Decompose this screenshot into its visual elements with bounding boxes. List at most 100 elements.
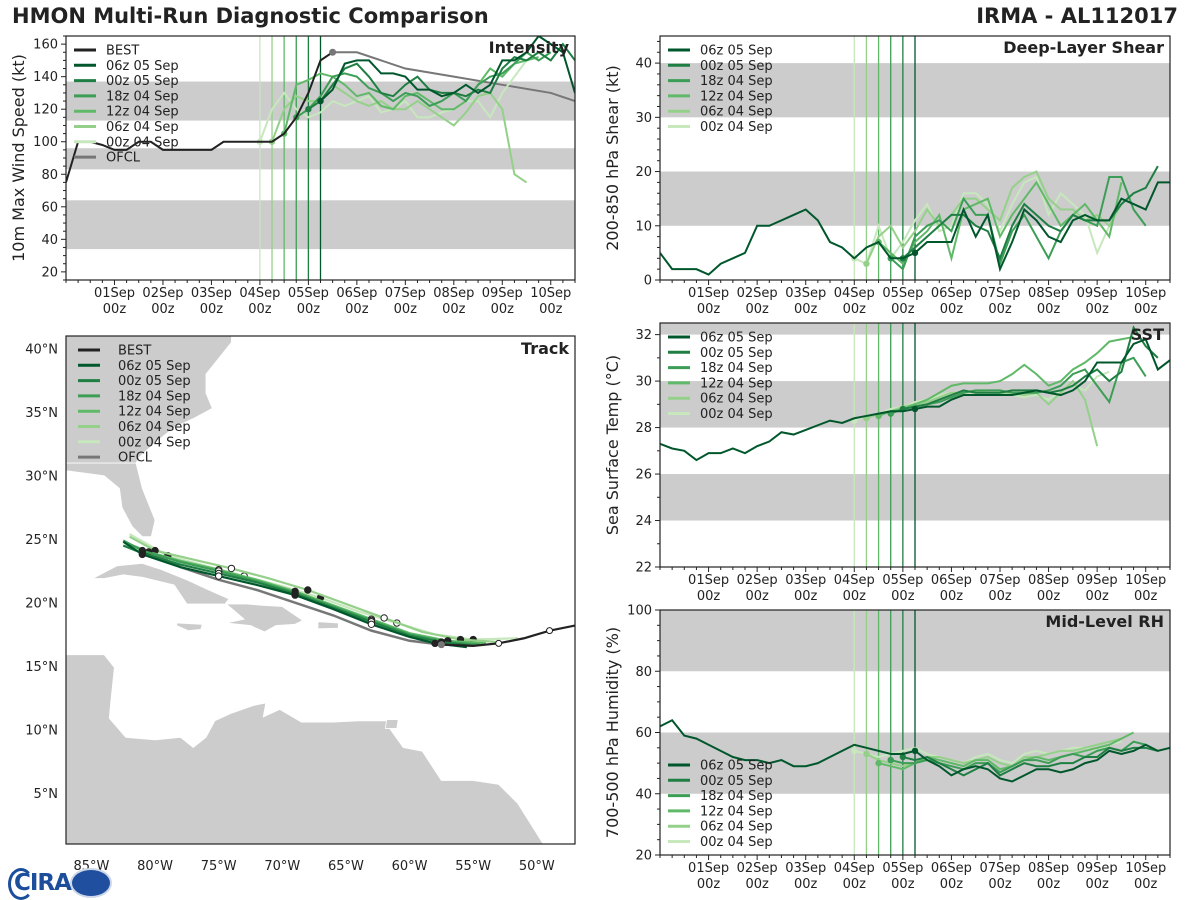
track-position-marker bbox=[367, 620, 376, 628]
sst-ytick-label: 26 bbox=[635, 468, 652, 483]
shear-ytick-label: 30 bbox=[635, 111, 652, 126]
shear-series-line bbox=[902, 165, 1159, 261]
track-position-marker bbox=[215, 572, 223, 580]
us-east-coast-landmass bbox=[66, 336, 232, 464]
puerto-rico-landmass bbox=[317, 621, 339, 630]
rh-series-line bbox=[890, 740, 1146, 774]
sst-legend-label: 00z 04 Sep bbox=[700, 407, 773, 422]
intensity-ytick-label: 100 bbox=[33, 135, 58, 150]
sst-xtick-sublabel: 00z bbox=[1134, 589, 1158, 604]
sst-xtick-label: 02Sep bbox=[737, 573, 778, 588]
intensity-xtick-label: 10Sep bbox=[530, 286, 571, 301]
intensity-series-line bbox=[319, 36, 575, 102]
panel-intensity: 2040608010012014016001Sep00z02Sep00z03Se… bbox=[9, 35, 576, 317]
intensity-xtick-label: 01Sep bbox=[94, 286, 135, 301]
track-xtick-label: 70°W bbox=[264, 859, 300, 874]
rh-ytick-label: 100 bbox=[627, 604, 652, 619]
track-best-marker bbox=[495, 639, 503, 647]
intensity-xtick-sublabel: 00z bbox=[394, 302, 418, 317]
intensity-xtick-sublabel: 00z bbox=[491, 302, 515, 317]
cuba-landmass bbox=[92, 562, 230, 605]
intensity-legend-label: 00z 04 Sep bbox=[106, 135, 179, 150]
shear-legend-label: 06z 05 Sep bbox=[700, 44, 773, 59]
sst-xtick-sublabel: 00z bbox=[1037, 589, 1061, 604]
intensity-legend-label: BEST bbox=[106, 44, 139, 59]
sst-xtick-sublabel: 00z bbox=[940, 589, 964, 604]
shear-xtick-label: 07Sep bbox=[979, 286, 1020, 301]
rh-ytick-label: 40 bbox=[635, 787, 652, 802]
rh-xtick-label: 01Sep bbox=[688, 861, 729, 876]
rh-plot-area bbox=[660, 610, 1170, 855]
track-map-area bbox=[66, 336, 575, 844]
rh-xtick-label: 06Sep bbox=[931, 861, 972, 876]
hispaniola-landmass bbox=[225, 603, 304, 633]
sst-series-line bbox=[890, 356, 1147, 415]
shear-xtick-sublabel: 00z bbox=[891, 302, 915, 317]
sst-ytick-label: 24 bbox=[635, 514, 652, 529]
intensity-xtick-sublabel: 00z bbox=[248, 302, 272, 317]
rh-xtick-sublabel: 00z bbox=[891, 877, 915, 892]
sst-xtick-label: 06Sep bbox=[931, 573, 972, 588]
intensity-legend-label: 00z 05 Sep bbox=[106, 74, 179, 89]
shear-xtick-sublabel: 00z bbox=[745, 302, 769, 317]
shear-xtick-label: 05Sep bbox=[882, 286, 923, 301]
shear-legend-label: 12z 04 Sep bbox=[700, 89, 773, 104]
sst-title: SST bbox=[1131, 325, 1164, 344]
intensity-legend-label: OFCL bbox=[106, 151, 141, 166]
shear-xtick-sublabel: 00z bbox=[940, 302, 964, 317]
rh-xtick-label: 04Sep bbox=[834, 861, 875, 876]
sst-xtick-label: 10Sep bbox=[1125, 573, 1166, 588]
rh-xtick-sublabel: 00z bbox=[1037, 877, 1061, 892]
sst-series-line bbox=[914, 337, 1170, 410]
intensity-ofcl-start-marker bbox=[329, 48, 337, 56]
rh-xtick-label: 05Sep bbox=[882, 861, 923, 876]
shear-xtick-label: 06Sep bbox=[931, 286, 972, 301]
rh-ylabel: 700-500 hPa Humidity (%) bbox=[603, 627, 622, 838]
rh-xtick-label: 08Sep bbox=[1028, 861, 1069, 876]
panel-sst: 22242628303201Sep00z02Sep00z03Sep00z04Se… bbox=[603, 322, 1171, 604]
sst-ytick-label: 30 bbox=[635, 375, 652, 390]
sst-ytick-label: 32 bbox=[635, 328, 652, 343]
intensity-xtick-sublabel: 00z bbox=[442, 302, 466, 317]
rh-legend-label: 18z 04 Sep bbox=[700, 789, 773, 804]
intensity-xtick-sublabel: 00z bbox=[345, 302, 369, 317]
shear-xtick-sublabel: 00z bbox=[794, 302, 818, 317]
sst-xtick-sublabel: 00z bbox=[697, 589, 721, 604]
new-england-landmass bbox=[256, 336, 290, 337]
track-position-marker bbox=[227, 564, 236, 573]
intensity-xtick-label: 03Sep bbox=[191, 286, 232, 301]
shear-xtick-label: 10Sep bbox=[1125, 286, 1166, 301]
rh-series-line bbox=[902, 746, 1159, 777]
sst-legend-label: 00z 05 Sep bbox=[700, 346, 773, 361]
rh-xtick-sublabel: 00z bbox=[940, 877, 964, 892]
shear-series-line bbox=[914, 181, 1170, 273]
track-legend-label: 00z 04 Sep bbox=[118, 435, 191, 450]
intensity-plot-area bbox=[66, 36, 575, 280]
cira-logo-text: CIRA bbox=[14, 870, 72, 896]
intensity-xtick-label: 08Sep bbox=[433, 286, 474, 301]
sst-series-line bbox=[902, 325, 1159, 410]
rh-title: Mid-Level RH bbox=[1045, 612, 1164, 631]
track-ytick-label: 25°N bbox=[25, 533, 58, 548]
sst-xtick-label: 04Sep bbox=[834, 573, 875, 588]
shear-xtick-label: 09Sep bbox=[1077, 286, 1118, 301]
intensity-xtick-sublabel: 00z bbox=[200, 302, 224, 317]
track-legend-label: 12z 04 Sep bbox=[118, 405, 191, 420]
rh-init-marker bbox=[851, 747, 858, 755]
sst-legend-label: 12z 04 Sep bbox=[700, 376, 773, 391]
track-ytick-label: 35°N bbox=[25, 406, 58, 421]
track-ytick-label: 10°N bbox=[25, 724, 58, 739]
sst-xtick-sublabel: 00z bbox=[745, 589, 769, 604]
rh-xtick-sublabel: 00z bbox=[697, 877, 721, 892]
intensity-init-marker bbox=[317, 97, 324, 105]
intensity-legend-label: 12z 04 Sep bbox=[106, 105, 179, 120]
intensity-legend-label: 06z 04 Sep bbox=[106, 120, 179, 135]
intensity-ytick-label: 80 bbox=[41, 168, 58, 183]
rh-xtick-label: 07Sep bbox=[979, 861, 1020, 876]
shear-series-line bbox=[877, 180, 1123, 266]
intensity-ytick-label: 60 bbox=[41, 200, 58, 215]
shear-xtick-label: 02Sep bbox=[737, 286, 778, 301]
track-xtick-label: 55°W bbox=[455, 859, 491, 874]
track-best-line bbox=[441, 624, 575, 647]
